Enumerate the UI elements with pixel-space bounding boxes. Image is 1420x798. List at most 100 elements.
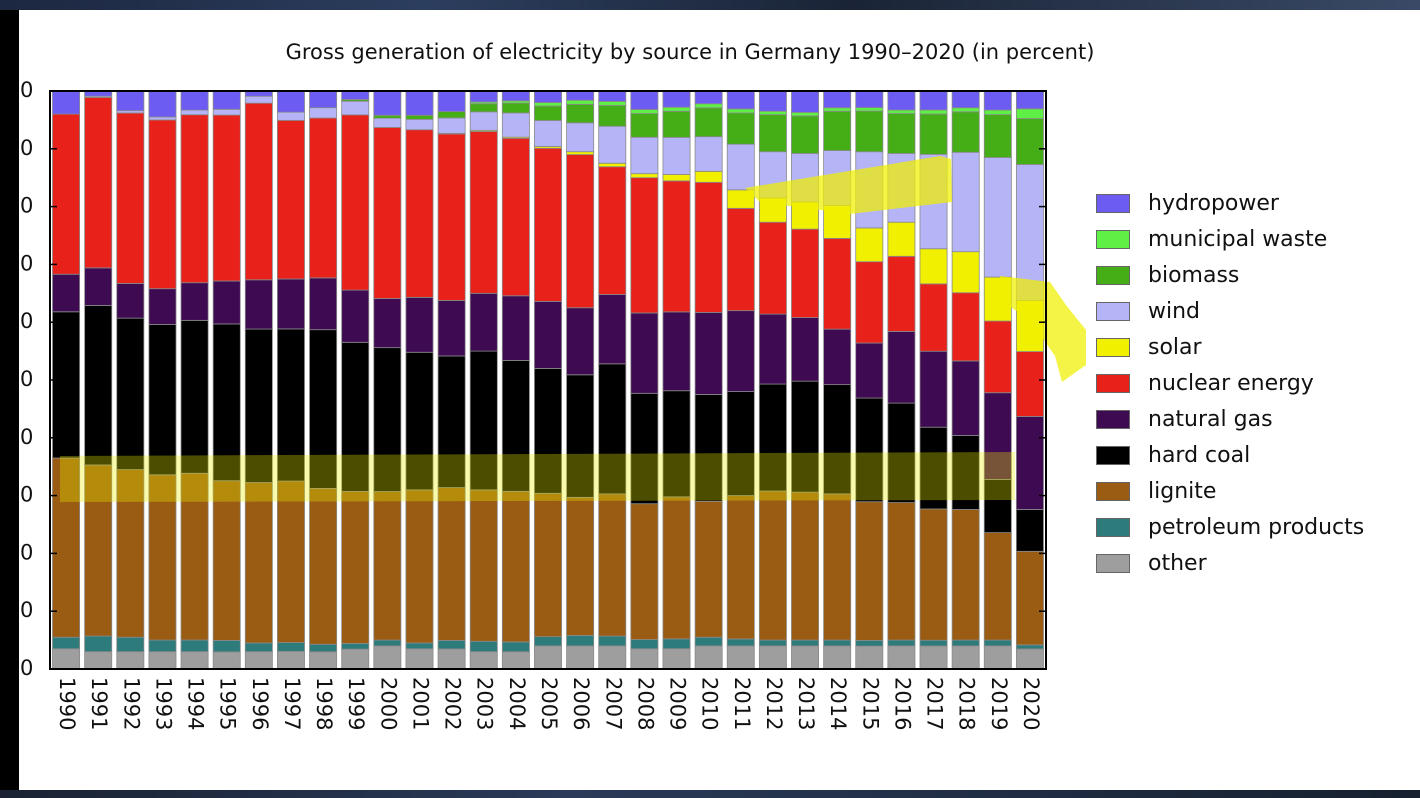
bar-segment-nuclear-energy-2015 (855, 261, 884, 344)
bar-segment-municipal-waste-2012 (758, 110, 787, 116)
y-tick-label-20: 0 (20, 540, 33, 564)
legend-swatch (1096, 301, 1130, 321)
legend-item-lignite: lignite (1096, 473, 1406, 509)
x-tick-label-1998: 1998 (312, 677, 336, 730)
bar-segment-nuclear-energy-2008 (630, 177, 659, 314)
bar-segment-wind-2011 (726, 143, 755, 191)
bar-segment-nuclear-energy-2007 (598, 166, 627, 295)
bar-segment-wind-2018 (951, 151, 980, 253)
x-tick-label-1990: 1990 (55, 677, 79, 730)
bar-segment-hydropower-1993 (148, 90, 177, 118)
bar-segment-municipal-waste-2015 (855, 107, 884, 112)
bar-segment-nuclear-energy-2020 (1015, 351, 1044, 417)
bar-segment-hard-coal-2020 (1015, 509, 1044, 552)
bar-segment-lignite-2001 (405, 489, 434, 644)
bar-segment-petroleum-products-2001 (405, 642, 434, 650)
bar-segment-petroleum-products-1992 (116, 636, 145, 653)
legend-swatch (1096, 517, 1130, 537)
y-axis-ticks: 0 0 0 0 0 0 0 0 0 0 0 (20, 78, 1046, 680)
bar-segment-lignite-1998 (309, 488, 338, 645)
x-tick-label-2004: 2004 (505, 677, 529, 730)
x-tick-label-2006: 2006 (569, 677, 593, 730)
legend-label: municipal waste (1148, 226, 1328, 252)
bar-segment-hard-coal-2008 (630, 392, 659, 505)
bar-segment-petroleum-products-2003 (469, 640, 498, 653)
bar-segment-lignite-1999 (341, 491, 370, 644)
bar-segment-natural-gas-2002 (437, 300, 466, 357)
bar-segment-natural-gas-1993 (148, 288, 177, 325)
x-tick-label-2017: 2017 (923, 677, 947, 730)
bar-segment-hydropower-1995 (212, 90, 241, 110)
bar-segment-lignite-1992 (116, 469, 145, 638)
bar-segment-natural-gas-1997 (276, 278, 305, 330)
bar-segment-wind-2002 (437, 117, 466, 134)
legend-label: nuclear energy (1148, 370, 1314, 396)
bar-segment-wind-2000 (373, 117, 402, 128)
bar-segment-municipal-waste-2008 (630, 109, 659, 114)
legend-swatch (1096, 409, 1130, 429)
legend-label: other (1148, 550, 1207, 576)
bar-segment-nuclear-energy-2000 (373, 127, 402, 299)
bar-segment-petroleum-products-2004 (501, 641, 530, 653)
bar-segment-natural-gas-2016 (887, 331, 916, 404)
bar-segment-wind-2007 (598, 125, 627, 164)
bar-segment-hydropower-1990 (52, 90, 81, 115)
bar-segment-hydropower-2000 (373, 90, 402, 116)
legend-swatch (1096, 445, 1130, 465)
y-tick-label-0: 0 (20, 656, 33, 680)
x-axis-tick-labels: 1990 1991 1992 1993 1994 1995 1996 1997 1998 1999… (55, 677, 1043, 730)
x-tick-label-2007: 2007 (601, 677, 625, 730)
bar-segment-other-2018 (951, 645, 980, 670)
highlighter-overlay-group (60, 156, 1086, 502)
bar-segment-natural-gas-2017 (919, 350, 948, 428)
bar-segment-lignite-2013 (791, 491, 819, 641)
bar-segment-lignite-1991 (84, 464, 113, 637)
bar-segment-municipal-waste-2006 (566, 99, 595, 105)
highlighter-stroke-3 (60, 452, 1015, 502)
bar-segment-other-1990 (52, 648, 81, 670)
bar-segment-petroleum-products-2000 (373, 639, 402, 647)
x-tick-label-2012: 2012 (762, 677, 786, 730)
bar-segment-nuclear-energy-2016 (887, 255, 916, 332)
bar-segment-natural-gas-2012 (758, 313, 787, 385)
bar-segment-other-1995 (212, 651, 241, 670)
legend-label: hydropower (1148, 190, 1279, 216)
legend-label: biomass (1148, 262, 1240, 288)
bar-segment-petroleum-products-1998 (309, 643, 338, 653)
bar-segment-hard-coal-2013 (791, 380, 819, 493)
bar-segment-hard-coal-2014 (823, 384, 852, 495)
bar-segment-natural-gas-2010 (694, 311, 723, 395)
bar-segment-natural-gas-1990 (52, 273, 81, 313)
bar-segment-petroleum-products-2012 (758, 639, 787, 647)
bar-segment-hard-coal-2005 (534, 368, 562, 494)
x-tick-label-2013: 2013 (794, 677, 818, 730)
bar-segment-natural-gas-1996 (244, 279, 273, 330)
y-tick-label-90: 0 (20, 136, 33, 160)
bar-segment-hydropower-2004 (501, 90, 530, 102)
bar-segment-biomass-2016 (887, 113, 916, 154)
legend-label: solar (1148, 334, 1202, 360)
bar-segment-petroleum-products-1990 (52, 636, 81, 650)
bar-segment-nuclear-energy-2013 (791, 228, 819, 318)
bar-segment-wind-1998 (309, 107, 338, 119)
y-tick-label-50: 0 (20, 367, 33, 391)
bar-segment-wind-1993 (148, 116, 177, 121)
legend-swatch (1096, 265, 1130, 285)
bar-segment-hydropower-2001 (405, 90, 434, 116)
bar-segment-hydropower-2007 (598, 90, 627, 102)
bar-segment-lignite-2012 (758, 490, 787, 641)
x-tick-label-1991: 1991 (87, 677, 111, 730)
bar-segment-hydropower-2003 (469, 90, 498, 103)
bar-segment-petroleum-products-2016 (887, 639, 916, 647)
bar-segment-lignite-1997 (276, 480, 305, 643)
bar-segment-biomass-2007 (598, 105, 627, 127)
bar-segment-hydropower-2010 (694, 90, 723, 105)
bar-segment-hard-coal-2009 (662, 390, 691, 498)
bar-segment-wind-1996 (244, 95, 273, 104)
chart-title: Gross generation of electricity by sourc… (285, 40, 1095, 64)
bar-segment-hard-coal-2017 (919, 426, 948, 510)
bar-segment-municipal-waste-2018 (951, 107, 980, 113)
y-tick-label-100: 0 (20, 78, 33, 102)
legend-label: lignite (1148, 478, 1217, 504)
legend-label: wind (1148, 298, 1201, 324)
